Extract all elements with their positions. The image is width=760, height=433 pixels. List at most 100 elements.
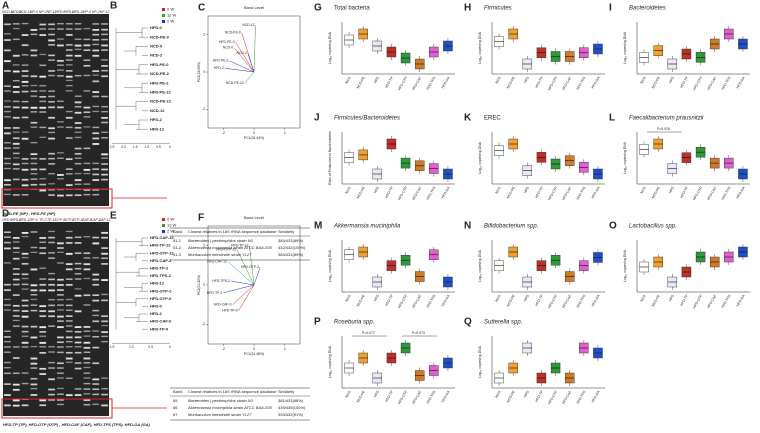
- x-tick-label: NCD: [495, 185, 502, 194]
- gel-band: [65, 284, 73, 286]
- table-cell: Muribaculum intestinale strain YL27: [188, 252, 252, 257]
- gel-band: [12, 194, 20, 196]
- gel-band: [83, 277, 91, 280]
- legend-label: 12 W: [167, 223, 177, 228]
- gel-band: [39, 75, 47, 78]
- gel-band: [101, 59, 108, 61]
- gel-band: [57, 251, 64, 253]
- gel-band: [39, 252, 47, 255]
- panel-label: D: [2, 209, 9, 220]
- gel-band: [74, 157, 82, 159]
- gel-band: [12, 163, 20, 166]
- panel-title: Bifidobacterium spp.: [484, 224, 538, 230]
- gel-band: [65, 64, 73, 66]
- gel-band: [92, 33, 100, 36]
- gel-band: [4, 127, 11, 129]
- gel-band: [74, 267, 82, 270]
- y-tick-label: 2: [203, 33, 205, 37]
- x-tick-label: HFD-CAF: [561, 390, 572, 405]
- gel-band: [83, 399, 91, 401]
- gel-band: [57, 64, 64, 66]
- gel-band: [21, 346, 29, 348]
- gel-image: [3, 222, 109, 416]
- x-tick-label: 2: [284, 131, 286, 135]
- gel-band: [101, 324, 108, 327]
- gel-band: [83, 362, 91, 364]
- gel-band: [39, 237, 47, 239]
- x-tick-label: HFD-OTP: [397, 75, 408, 91]
- loading-vector: [232, 284, 255, 305]
- gel-band: [65, 90, 73, 92]
- x-tick-label: HFD-CAF: [411, 76, 422, 91]
- gel-band: [83, 147, 91, 150]
- annotation: P=0.015: [657, 127, 670, 131]
- panel-label: N: [464, 221, 471, 232]
- table-cell: 384/431(89%): [278, 238, 304, 243]
- gel-band: [21, 310, 29, 312]
- gel-band: [4, 132, 11, 135]
- gel-band: [83, 252, 91, 255]
- gel-band: [65, 298, 73, 301]
- gel-band: [12, 346, 20, 348]
- gel-band: [30, 394, 38, 396]
- leaf-label: HFD-PE-0: [150, 62, 169, 67]
- gel-band: [48, 54, 55, 57]
- x-tick-label: 2: [284, 347, 286, 351]
- gel-band: [74, 310, 82, 313]
- gel-band: [65, 357, 73, 360]
- gel-band: [39, 373, 47, 375]
- gel-band: [74, 236, 82, 239]
- gel-band: [92, 309, 100, 312]
- y-tick-label: 0: [203, 283, 205, 287]
- gel-band: [12, 147, 20, 149]
- gel-band: [4, 23, 11, 26]
- gel-band: [57, 351, 64, 354]
- gel-band: [92, 132, 100, 135]
- leaf-label: HFD-12: [150, 281, 165, 286]
- gel-band: [101, 404, 108, 407]
- gel-band: [74, 172, 82, 175]
- x-tick-label: HFD: [373, 293, 380, 302]
- gel-band: [48, 173, 55, 175]
- leaf-label: NCD-2: [150, 53, 163, 58]
- gel-band: [48, 183, 55, 185]
- gel-band: [21, 131, 29, 133]
- gel-band: [101, 315, 108, 317]
- panel-label: K: [464, 113, 472, 124]
- y-tick-label: 2: [203, 244, 205, 248]
- gel-band: [12, 372, 20, 375]
- lane-label: NP-2: [39, 10, 47, 14]
- gel-band: [57, 309, 64, 311]
- gel-band: [39, 53, 47, 56]
- leaf-label: NCD-0: [150, 43, 163, 48]
- gel-band: [83, 59, 91, 61]
- gel-band: [92, 335, 100, 338]
- gel-band: [65, 28, 73, 30]
- loading-vector: [229, 60, 255, 73]
- gel-band: [92, 193, 100, 196]
- gel-band: [4, 283, 11, 286]
- leaf-label: HFD-TPS-2: [150, 273, 172, 278]
- gel-band: [39, 178, 47, 180]
- legend-label: 12 W: [167, 13, 177, 18]
- x-tick-label: NCD-PE: [356, 185, 366, 199]
- leaf-label: HFD-TP-0: [150, 326, 169, 331]
- gel-band: [48, 367, 55, 369]
- gel-band: [57, 278, 64, 281]
- gel-band: [65, 325, 73, 327]
- x-tick-label: HFD-CAF: [706, 76, 717, 91]
- leaf-label: NCD-PE-2: [150, 71, 170, 76]
- panel-title: Firmicutes/Bacteroidetes: [334, 116, 400, 122]
- legend-swatch: [162, 20, 165, 23]
- x-tick-label: HFD: [523, 75, 530, 84]
- gel-band: [39, 247, 47, 249]
- gel-band: [83, 111, 91, 114]
- leaf-label: HFD-2: [150, 311, 163, 316]
- gel-band: [48, 163, 55, 165]
- gel-band: [83, 335, 91, 337]
- x-tick-label: HFD-GA: [441, 293, 451, 307]
- gel-band: [4, 241, 11, 244]
- gel-band: [101, 231, 108, 234]
- x-tick-label: HFD-CAF: [411, 390, 422, 405]
- gel-band: [92, 294, 100, 297]
